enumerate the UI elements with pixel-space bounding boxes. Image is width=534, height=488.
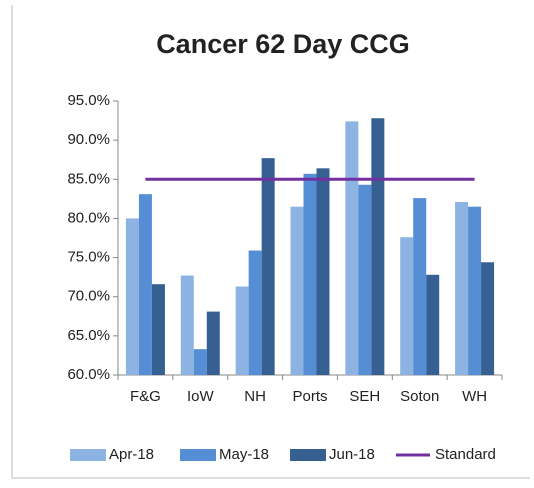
y-tick-label: 90.0% [67,131,110,148]
bar [345,121,359,376]
y-tick-label: 70.0% [67,288,110,305]
x-tick-label: IoW [187,388,215,405]
bar [180,275,194,375]
bar [358,184,372,375]
x-tick-label: SEH [349,388,380,405]
bar [481,262,495,375]
x-tick-label: WH [462,388,487,405]
legend-swatch [290,449,326,461]
legend-swatch [70,449,106,461]
legend-label: Apr-18 [109,446,154,463]
y-tick-label: 95.0% [67,92,110,109]
legend-label: Standard [435,446,496,463]
y-tick-label: 85.0% [67,170,110,187]
bar [371,118,385,376]
y-tick-label: 80.0% [67,209,110,226]
bar [235,286,249,375]
x-tick-label: Soton [400,388,439,405]
bar [138,194,152,375]
x-tick-label: Ports [292,388,327,405]
bar [193,349,207,375]
bar [261,158,275,375]
bar [206,311,220,375]
chart-title: Cancer 62 Day CCG [156,29,410,59]
legend-label: Jun-18 [329,446,375,463]
bar [413,198,427,375]
y-tick-label: 75.0% [67,249,110,266]
bar [248,250,262,375]
bar [400,237,414,375]
bar [426,274,440,375]
bar [455,201,469,375]
bar [151,284,165,375]
bar [290,206,304,375]
bar [303,173,317,375]
y-tick-label: 65.0% [67,327,110,344]
x-tick-label: F&G [130,388,161,405]
legend-swatch [180,449,216,461]
y-tick-label: 60.0% [67,366,110,383]
x-tick-label: NH [244,388,266,405]
bar [468,206,482,375]
bar [125,218,139,375]
bar [316,168,330,375]
legend-label: May-18 [219,446,269,463]
